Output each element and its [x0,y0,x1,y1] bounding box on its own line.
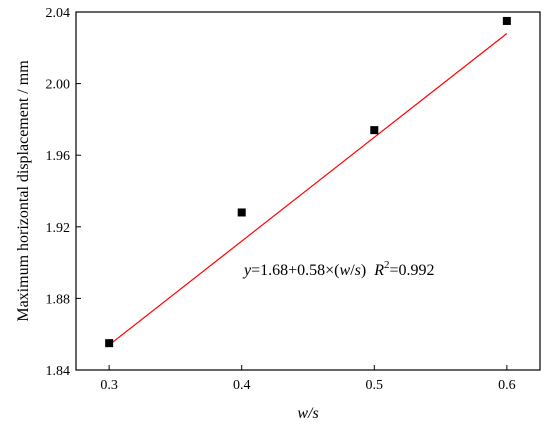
x-tick-label: 0.6 [498,378,516,393]
fit-line [108,33,508,346]
eq-s-var: s [355,262,361,279]
x-axis-label: w/s [297,405,318,422]
x-axis-ticks: 0.3 0.4 0.5 0.6 [100,365,516,393]
data-point [502,16,511,25]
x-tick-label: 0.3 [100,378,118,393]
y-tick-label: 1.88 [46,292,71,307]
eq-slash: / [350,262,355,279]
data-point [237,208,246,217]
x-tick-label: 0.5 [366,378,384,393]
y-axis-ticks: 1.84 1.88 1.92 1.96 2.00 2.04 [46,6,81,379]
eq-close-paren: ) [361,262,366,279]
data-point [370,126,379,135]
fit-line-layer [108,33,508,346]
y-tick-label: 2.00 [46,78,71,93]
eq-y-var: y [242,262,252,279]
y-tick-label: 1.92 [46,221,71,236]
y-axis-label: Maximum horizontal displacement / mm [15,60,32,322]
x-tick-label: 0.4 [233,378,251,393]
data-points [105,16,511,348]
data-point [105,339,114,348]
y-tick-label: 1.96 [46,149,71,164]
eq-w-var: w [340,262,351,279]
eq-r-var: R [373,262,384,279]
plot-frame [75,11,541,371]
y-tick-label: 1.84 [46,364,71,379]
eq-r-value: =0.992 [389,262,434,279]
eq-r-sup: 2 [384,259,390,271]
fit-equation: y=1.68+0.58×(w/s) R2=0.992 [242,259,435,279]
eq-equals: =1.68+0.58×( [251,262,339,279]
y-tick-label: 2.04 [46,6,71,21]
